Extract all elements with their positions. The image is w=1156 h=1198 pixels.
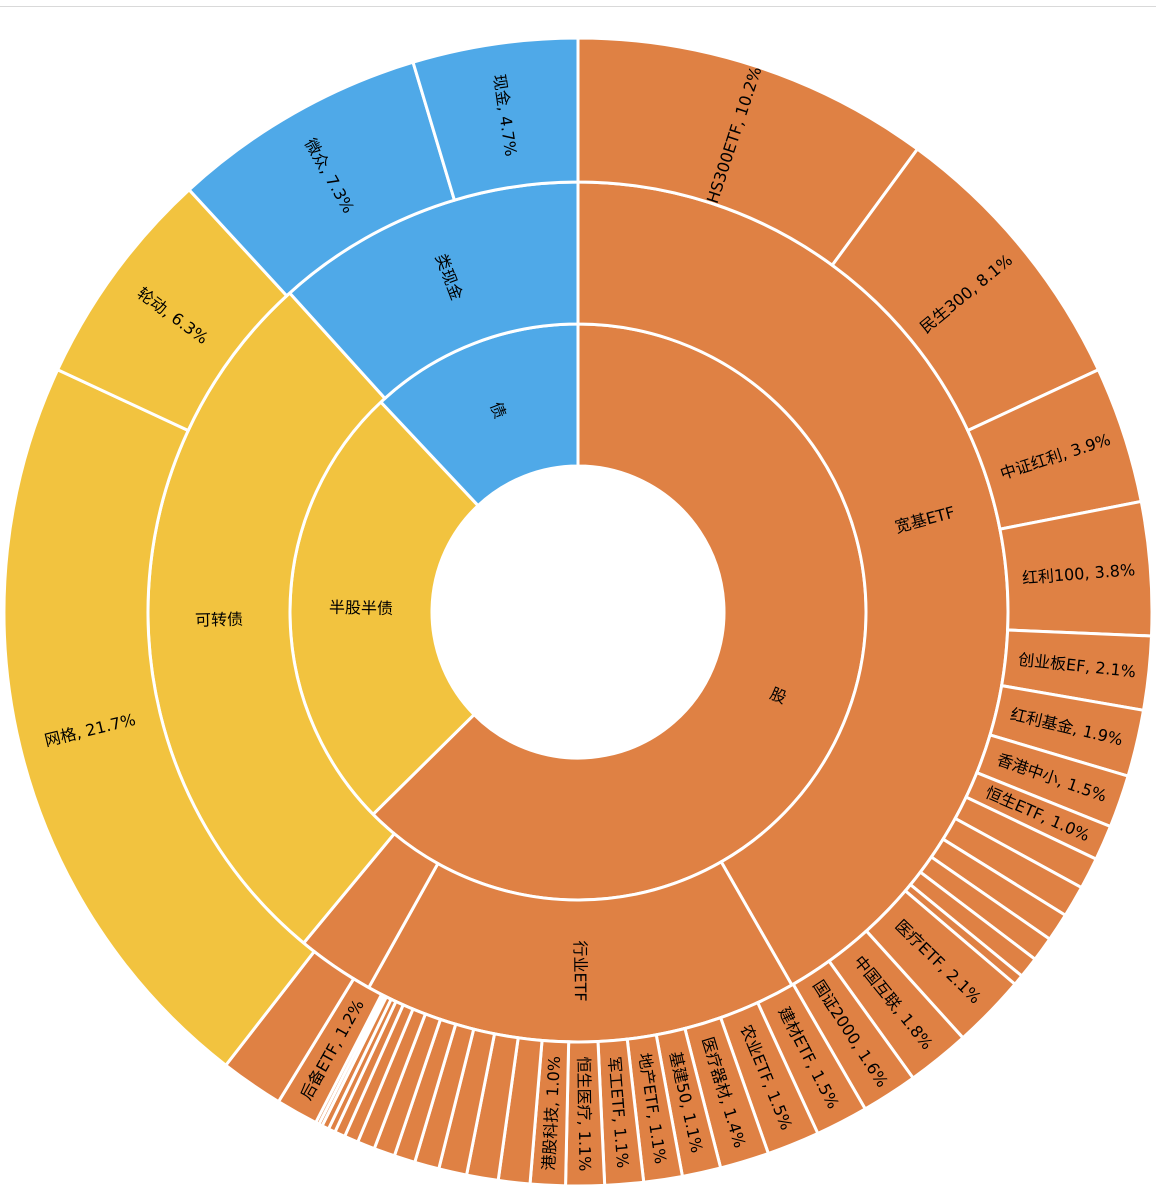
segment-label-inner-2: 债 [486, 399, 510, 421]
segment-label-middle-3: 可转债 [195, 610, 243, 630]
segment-label-middle-1: 行业ETF [571, 940, 590, 1001]
sunburst-segment-outer-40 [2, 367, 317, 1068]
segment-label-outer-23: 恒生医疗, 1.1% [574, 1056, 594, 1171]
segment-label-inner-1: 半股半债 [329, 598, 393, 618]
sunburst-segment-outer-43 [411, 36, 580, 203]
top-divider-line [0, 6, 1156, 7]
center-hole [432, 466, 724, 758]
segment-label-inner-0: 股 [767, 684, 789, 708]
